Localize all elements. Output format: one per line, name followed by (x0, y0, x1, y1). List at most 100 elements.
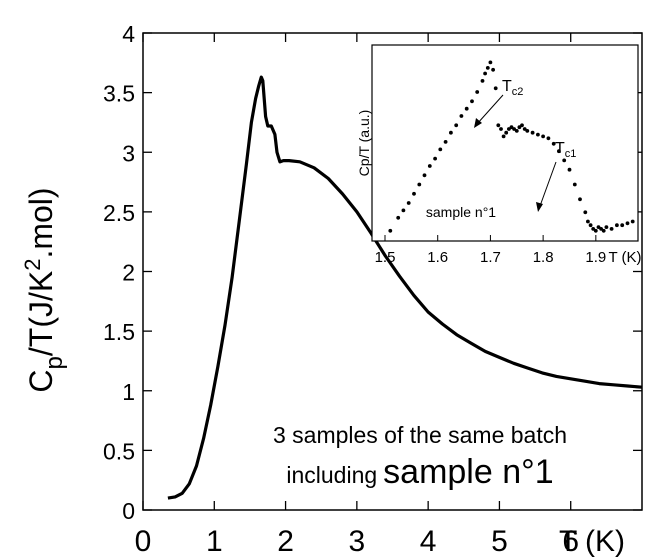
inset-data-point (483, 71, 487, 76)
tc1-main: T (555, 140, 565, 157)
inset-data-point (491, 67, 495, 72)
main-y-label-rest: /T(J/K (23, 271, 59, 356)
main-x-tick-label: 5 (491, 525, 508, 557)
inset-data-point (417, 182, 422, 187)
inset-data-point (586, 219, 590, 224)
tc2-main: T (502, 78, 512, 95)
inset-data-point (475, 90, 480, 94)
tc2-sub: c2 (512, 86, 524, 98)
inset-tc2-label: Tc2 (502, 78, 523, 98)
inset-tc1-label: Tc1 (555, 140, 576, 160)
inset-data-point (593, 228, 598, 233)
main-y-tick-label: 0 (122, 498, 135, 524)
inset-data-point (412, 191, 416, 196)
inset-tc1-arrowhead (536, 202, 543, 212)
main-y-tick-label: 1 (122, 379, 135, 405)
inset-tc2-arrow (476, 94, 504, 125)
inset-data-point (625, 221, 630, 226)
inset-data-point (530, 130, 535, 135)
inset-data-point (485, 66, 490, 70)
inset-data-point (427, 164, 432, 168)
main-series (167, 75, 643, 500)
main-x-tick-label: 0 (135, 525, 152, 557)
inset-data-point (588, 223, 593, 228)
inset-x-tick-label: 1.8 (533, 249, 554, 266)
inset-data-point (541, 134, 545, 139)
inset-data-point (433, 156, 437, 161)
inset-data-point (454, 123, 459, 128)
inset-data-point (470, 99, 474, 104)
annotation-prefix: including (286, 462, 377, 488)
inset-data-point (567, 167, 572, 172)
inset-data-point (504, 130, 509, 135)
inset-x-tick-label: 1.6 (427, 249, 448, 266)
inset-data-point (520, 123, 524, 128)
inset-data-point (499, 127, 503, 131)
inset-data-point (512, 127, 516, 131)
main-y-axis-label: Cp/T(J/K2.mol) (20, 187, 68, 392)
inset-data-point (422, 173, 427, 178)
inset-x-tick-label: 1.9 (585, 249, 606, 266)
inset-data-point (572, 182, 577, 187)
inset-plot-frame (371, 44, 639, 242)
inset-data-point (630, 219, 635, 224)
inset-data-point (449, 130, 453, 135)
inset-data-point (514, 129, 519, 133)
annotation-line1: 3 samples of the same batch (273, 422, 567, 448)
inset-data-point (480, 79, 485, 83)
inset-axis-ticks (384, 235, 597, 241)
annotation-line2: including sample n°1 (286, 453, 553, 491)
inset-data-point (438, 147, 443, 152)
main-x-axis-label: T (K) (559, 525, 625, 557)
main-y-tick-label: 0.5 (103, 438, 135, 464)
main-x-tick-label: 1 (206, 525, 223, 557)
main-x-tick-label: 6 (562, 525, 579, 557)
inset-x-tick-label: 1.5 (375, 249, 396, 266)
inset-data-point (501, 134, 506, 139)
inset-data-point (551, 141, 556, 146)
inset-data-point (388, 228, 393, 233)
inset-series (388, 60, 635, 233)
inset-tc1-arrow (539, 161, 557, 207)
inset-sample-label: sample n°1 (426, 204, 496, 220)
main-y-label-end: .mol) (23, 187, 59, 258)
inset-x-tick-labels: 1.5 1.6 1.7 1.8 1.9 (375, 249, 607, 266)
inset-data-point (525, 129, 530, 133)
inset-data-point (493, 86, 498, 91)
annotation-emph: sample n°1 (383, 453, 553, 491)
inset-data-point (517, 125, 522, 130)
main-y-label-c: C (23, 369, 59, 392)
main-y-tick-label: 2 (122, 260, 135, 286)
inset-data-point (591, 227, 596, 231)
main-series-line (167, 75, 643, 500)
inset-data-point (601, 228, 606, 233)
main-x-tick-label: 3 (349, 525, 366, 557)
inset-data-point (546, 136, 551, 141)
inset-data-point (496, 123, 501, 128)
main-x-tick-label: 2 (277, 525, 294, 557)
inset-data-point (406, 201, 411, 205)
main-x-tick-label: 4 (420, 525, 437, 557)
main-y-tick-label: 3 (122, 140, 135, 166)
inset-tc2-arrowhead (474, 118, 482, 128)
main-y-tick-label: 4 (122, 21, 135, 47)
main-y-tick-label: 3.5 (103, 81, 135, 107)
inset-data-point (583, 210, 588, 215)
inset-data-point (522, 127, 527, 131)
main-y-label-sub: p (41, 356, 68, 369)
inset-data-point (620, 223, 625, 228)
inset-data-point (396, 215, 401, 220)
inset-data-point (459, 114, 464, 118)
inset-x-axis-label: T (K) (608, 249, 641, 266)
inset-data-point (578, 197, 582, 202)
main-y-tick-label: 1.5 (103, 319, 135, 345)
inset-data-point (536, 132, 540, 137)
inset-data-point (604, 225, 609, 230)
inset-data-point (562, 158, 567, 163)
main-x-tick-labels: 0 1 2 3 4 5 6 (135, 525, 579, 557)
inset-data-point (615, 223, 619, 228)
tc1-sub: c1 (565, 148, 577, 160)
main-y-tick-label: 2.5 (103, 200, 135, 226)
inset-data-point (609, 227, 614, 231)
